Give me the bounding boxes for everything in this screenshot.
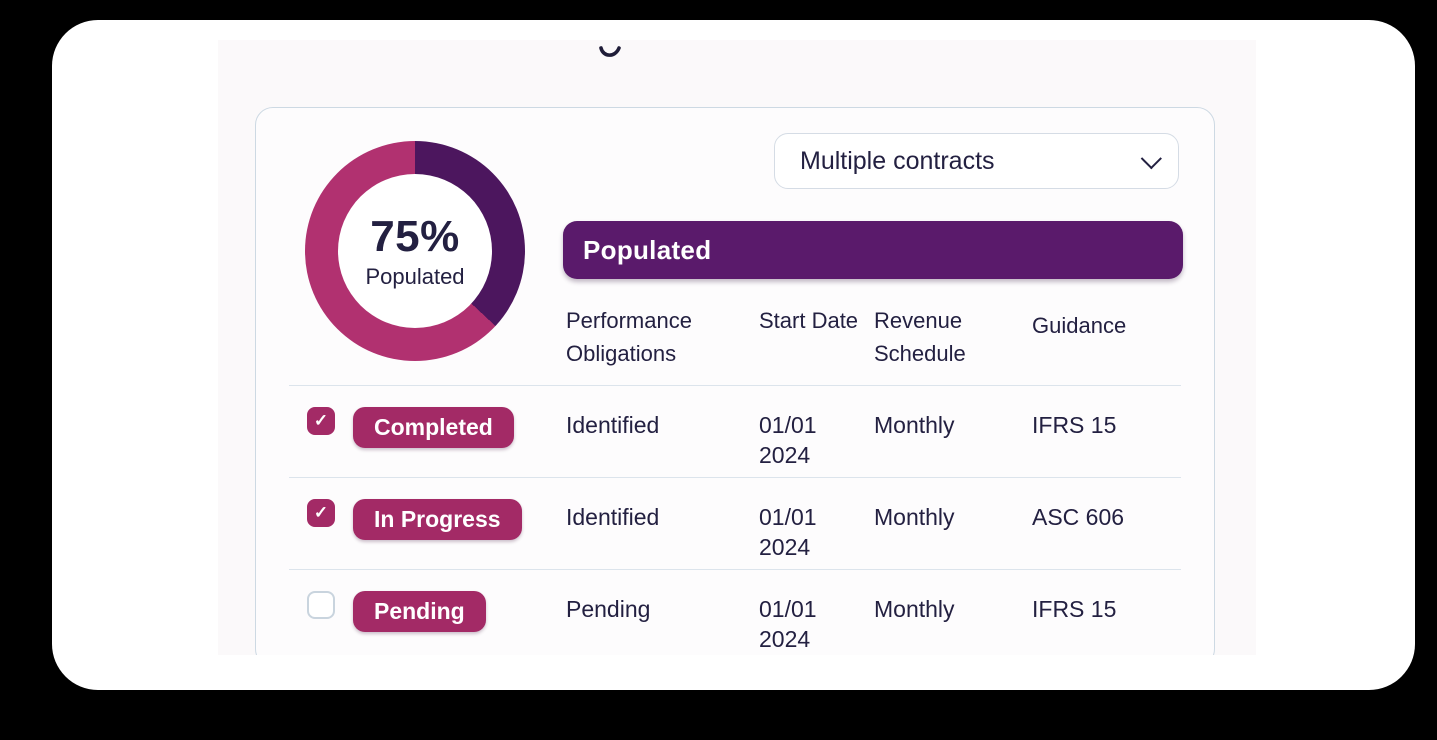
check-icon: ✓ — [313, 411, 329, 430]
row-checkbox[interactable]: ✓ — [307, 407, 335, 435]
cell-start-date: 01/01 2024 — [759, 412, 817, 468]
cell-revenue-schedule: Monthly — [874, 504, 955, 530]
column-header-start-date: Start Date — [759, 308, 859, 333]
status-badge: In Progress — [353, 499, 522, 540]
cell-performance-obligations: Identified — [566, 412, 660, 438]
cell-guidance: IFRS 15 — [1032, 596, 1117, 622]
populated-section-title: Populated — [583, 234, 712, 265]
populated-donut-chart: 75% Populated — [305, 141, 525, 361]
status-badge: Completed — [353, 407, 514, 448]
table-row: ✓ Pending Pending 01/01 2024 Monthly IFR… — [289, 570, 1181, 655]
table-header-row: Performance Obligations Start Date Reven… — [289, 298, 1181, 386]
column-header-guidance: Guidance — [1032, 313, 1127, 338]
column-header-revenue-schedule: Revenue Schedule — [874, 308, 966, 366]
populated-section-header: Populated — [563, 221, 1183, 279]
cell-start-date: 01/01 2024 — [759, 596, 817, 652]
cell-revenue-schedule: Monthly — [874, 596, 955, 622]
cut-off-heading-descender-icon — [599, 46, 621, 60]
row-checkbox[interactable]: ✓ — [307, 499, 335, 527]
contracts-dropdown[interactable]: Multiple contracts — [774, 133, 1179, 189]
donut-sub-label: Populated — [365, 264, 465, 289]
donut-center: 75% Populated — [338, 174, 492, 328]
cell-guidance: ASC 606 — [1032, 504, 1125, 530]
status-badge: Pending — [353, 591, 486, 632]
row-checkbox[interactable]: ✓ — [307, 591, 335, 619]
donut-percent-label: 75% — [370, 212, 460, 261]
table-row: ✓ Completed Identified 01/01 2024 Monthl… — [289, 386, 1181, 478]
column-header-performance-obligations: Performance Obligations — [566, 308, 692, 366]
contracts-dropdown-value: Multiple contracts — [800, 146, 995, 175]
page-content: 75% Populated Multiple contracts Populat… — [218, 40, 1256, 655]
contracts-card: 75% Populated Multiple contracts Populat… — [255, 107, 1215, 655]
cell-performance-obligations: Pending — [566, 596, 651, 622]
cell-guidance: IFRS 15 — [1032, 412, 1117, 438]
cell-revenue-schedule: Monthly — [874, 412, 955, 438]
chevron-down-icon — [1140, 147, 1162, 169]
check-icon: ✓ — [313, 503, 329, 522]
table-row: ✓ In Progress Identified 01/01 2024 Mont… — [289, 478, 1181, 570]
cell-start-date: 01/01 2024 — [759, 504, 817, 560]
contracts-table: Performance Obligations Start Date Reven… — [289, 298, 1181, 655]
cell-performance-obligations: Identified — [566, 504, 660, 530]
window-panel: 75% Populated Multiple contracts Populat… — [52, 20, 1415, 690]
